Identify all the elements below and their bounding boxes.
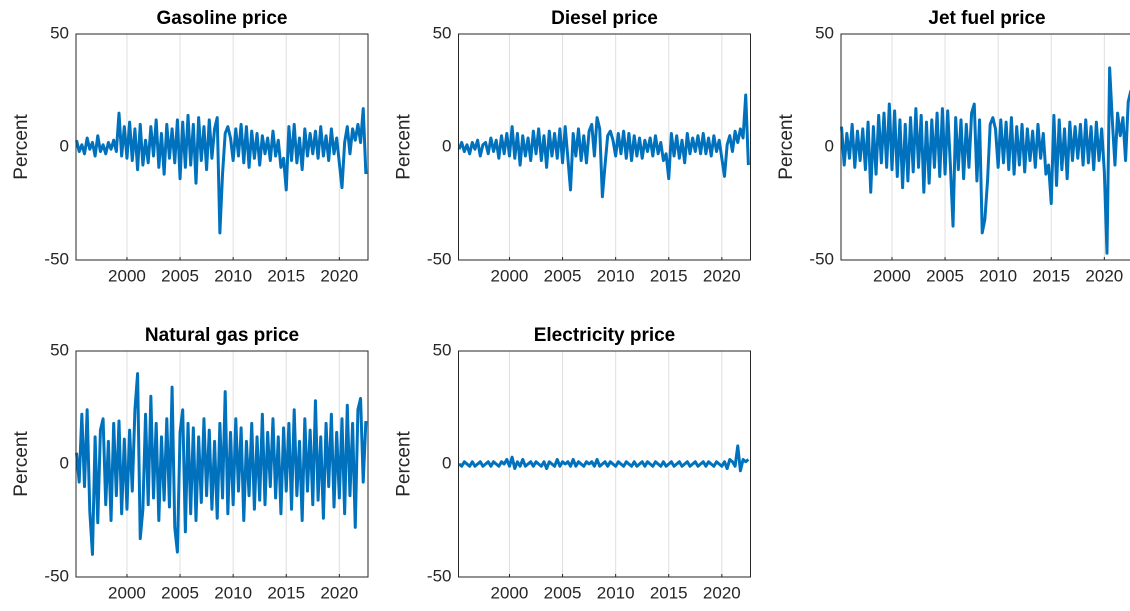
axes-box [840, 33, 1130, 261]
axes-box [75, 33, 369, 261]
y-axis-label: Percent [11, 114, 32, 180]
chart-title: Jet fuel price [928, 8, 1045, 29]
y-tick-label: -50 [427, 566, 452, 585]
y-tick-label: -50 [44, 249, 69, 268]
y-tick-label: 50 [433, 23, 452, 42]
x-tick-label: 2010 [597, 266, 635, 285]
x-tick-label: 2010 [979, 266, 1017, 285]
x-tick-label: 2010 [214, 583, 252, 602]
data-line [840, 66, 1130, 255]
x-tick-label: 2000 [491, 583, 529, 602]
y-axis-label: Percent [11, 431, 32, 497]
x-tick-label: 2010 [597, 583, 635, 602]
y-tick-label: 50 [50, 23, 69, 42]
x-tick-label: 2020 [1085, 266, 1123, 285]
chart-title: Gasoline price [157, 8, 288, 29]
data-line [75, 107, 368, 235]
x-tick-label: 2015 [650, 583, 688, 602]
data-line [75, 372, 368, 556]
x-tick-label: 2015 [650, 266, 688, 285]
x-tick-label: 2015 [1032, 266, 1070, 285]
x-tick-label: 2005 [161, 266, 199, 285]
x-tick-label: 2020 [703, 583, 741, 602]
y-axis-label: Percent [394, 431, 415, 497]
x-tick-label: 2015 [267, 266, 305, 285]
axes-box [75, 350, 369, 578]
y-tick-label: 0 [825, 136, 834, 155]
x-tick-label: 2005 [544, 583, 582, 602]
y-tick-label: 0 [442, 453, 451, 472]
y-tick-label: 0 [60, 136, 69, 155]
y-tick-label: 50 [815, 23, 834, 42]
x-tick-label: 2015 [267, 583, 305, 602]
x-tick-label: 2005 [926, 266, 964, 285]
chart-title: Electricity price [534, 325, 676, 346]
y-tick-label: -50 [809, 249, 834, 268]
x-tick-label: 2005 [544, 266, 582, 285]
x-tick-label: 2000 [108, 583, 146, 602]
chart-title: Diesel price [551, 8, 658, 29]
axes-box [458, 33, 751, 261]
y-tick-label: -50 [427, 249, 452, 268]
axes-box [458, 350, 751, 578]
data-line [457, 93, 750, 199]
x-tick-label: 2020 [320, 266, 358, 285]
x-tick-label: 2020 [320, 583, 358, 602]
chart-title: Natural gas price [145, 325, 299, 346]
x-tick-label: 2010 [214, 266, 252, 285]
x-tick-label: 2000 [108, 266, 146, 285]
x-tick-label: 2000 [873, 266, 911, 285]
y-tick-label: -50 [44, 566, 69, 585]
y-tick-label: 0 [442, 136, 451, 155]
y-tick-label: 50 [50, 340, 69, 359]
data-line [458, 444, 750, 473]
y-axis-label: Percent [776, 114, 797, 180]
x-tick-label: 2000 [491, 266, 529, 285]
x-tick-label: 2005 [161, 583, 199, 602]
y-tick-label: 50 [433, 340, 452, 359]
y-tick-label: 0 [60, 453, 69, 472]
x-tick-label: 2020 [703, 266, 741, 285]
y-axis-label: Percent [394, 114, 415, 180]
